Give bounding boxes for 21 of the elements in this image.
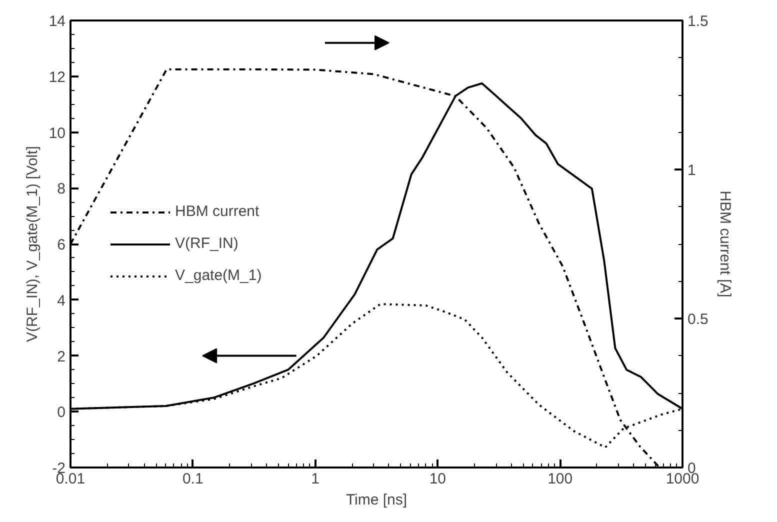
y-tick-label: 10 (48, 124, 66, 142)
y2-axis-title: HBM current [A] (716, 190, 734, 298)
y-tick-label: 8 (57, 180, 66, 198)
x-tick-label: 100 (548, 470, 573, 488)
x-tick-label: 0.1 (182, 470, 204, 488)
y2-tick-label: 1 (688, 162, 696, 179)
x-axis-title: Time [ns] (346, 492, 408, 508)
y2-tick-label: 1.5 (688, 13, 708, 30)
y-tick-label: 12 (48, 68, 66, 86)
y-axis-title: V(RF_IN), V_gate(M_1) [Volt] (24, 146, 41, 342)
y-tick-label: 2 (57, 348, 66, 366)
y2-tick-label: 0.5 (688, 311, 708, 328)
y-tick-label: 4 (57, 292, 66, 310)
legend-label: V_gate(M_1) (175, 267, 262, 284)
y-tick-label: 14 (48, 13, 66, 30)
x-tick-label: 10 (429, 470, 446, 488)
legend-label: HBM current (175, 203, 260, 220)
legend-label: V(RF_IN) (175, 235, 238, 252)
y-tick-label: 6 (57, 236, 66, 254)
y-tick-label: 0 (57, 404, 66, 422)
x-tick-label: 1 (311, 470, 320, 488)
